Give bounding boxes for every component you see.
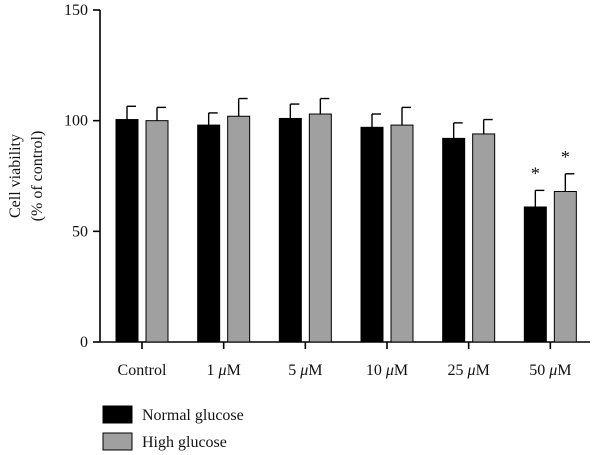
bar (442, 137, 466, 343)
x-tick-label: 10 μM (366, 362, 408, 379)
significance-marker: * (561, 147, 570, 167)
legend-label: Normal glucose (142, 407, 244, 424)
bar (227, 115, 251, 343)
bar (472, 133, 496, 343)
y-tick-label: 0 (80, 334, 88, 351)
legend-label: High glucose (142, 434, 227, 451)
significance-marker: * (531, 163, 540, 183)
x-tick-label: 5 μM (288, 362, 322, 379)
legend-swatch (102, 432, 133, 451)
y-axis-title-line: (% of control) (29, 131, 46, 222)
x-tick-label: 25 μM (448, 362, 490, 379)
bar (308, 113, 332, 343)
y-axis: 0 50 100 150 (64, 2, 101, 351)
x-tick-label: Control (118, 362, 167, 379)
y-tick-label: 150 (64, 2, 88, 19)
x-tick-label: 1 μM (207, 362, 241, 379)
bars-layer: ** (115, 97, 577, 343)
y-axis-title: Cell viability (% of control) (7, 131, 46, 222)
legend: Normal glucose High glucose (102, 405, 244, 451)
bar (145, 120, 169, 343)
x-tick-label: 50 μM (529, 362, 571, 379)
x-axis: Control 1 μM 5 μM 10 μM 25 μM 50 μM (100, 341, 590, 379)
bar (197, 124, 221, 343)
y-tick-label: 100 (64, 113, 88, 130)
y-axis-title-line: Cell viability (7, 134, 24, 218)
bar (360, 126, 384, 343)
legend-swatch (102, 405, 133, 424)
bar (390, 124, 414, 343)
bar (523, 206, 547, 343)
bar (553, 190, 577, 343)
bar (278, 117, 302, 343)
bar (115, 119, 139, 343)
y-tick-label: 50 (72, 223, 88, 240)
